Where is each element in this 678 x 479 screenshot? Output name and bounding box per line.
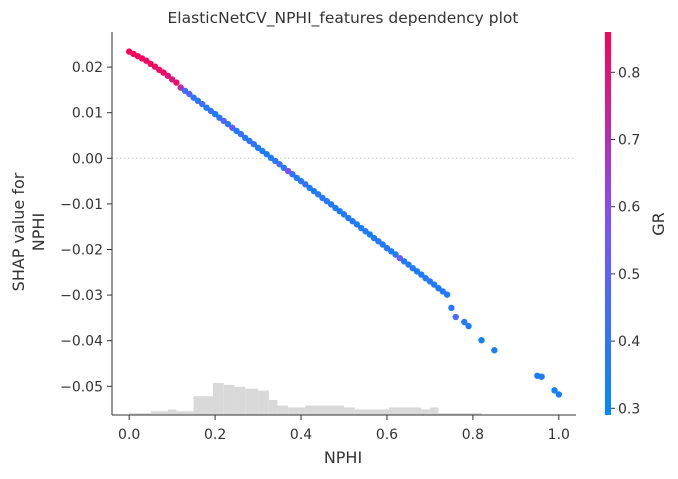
histogram-bar-8 [245, 388, 259, 415]
histogram-bar-10 [268, 399, 278, 415]
histogram-bar-2 [167, 409, 177, 415]
y-tick-label-5: −0.03 [60, 288, 103, 304]
scatter-point-0-56 [366, 231, 373, 238]
colorbar-tick-label-0: 0.3 [618, 401, 640, 417]
histogram-bar-3 [176, 411, 194, 415]
scatter-point-0-65 [405, 261, 412, 268]
histogram-bar-7 [234, 386, 246, 415]
axes: 0.0 0.2 0.4 0.6 0.8 1.0 0.02 0.01 0.00 −0.01 −0.02… [60, 32, 576, 443]
scatter-point-0-29 [250, 140, 257, 148]
histogram-bar-21 [464, 413, 482, 415]
colorbar-tick-label-3: 0.6 [618, 200, 640, 216]
scatter-point-0-53 [353, 221, 361, 228]
x-tick-label-1: 0.2 [204, 427, 226, 443]
x-tick-label-3: 0.6 [376, 427, 398, 443]
histogram-bar-19 [438, 413, 452, 415]
x-tick-label-4: 0.8 [462, 427, 484, 443]
colorbar-tick-label-5: 0.8 [618, 65, 640, 81]
scatter-point-0-83 [551, 387, 558, 394]
y-tick-label-7: −0.05 [60, 379, 103, 395]
scatter-point-0-59 [379, 241, 386, 248]
scatter-point-0-11 [173, 79, 180, 86]
scatter-point-0-50 [340, 211, 348, 218]
histogram-bar-20 [451, 413, 465, 415]
y-tick-label-2: 0.00 [72, 151, 103, 167]
y-tick-label-3: −0.01 [60, 197, 103, 213]
scatter-point-0-62 [392, 251, 399, 258]
y-tick-label-1: 0.01 [72, 106, 103, 122]
x-axis-label: NPHI [324, 448, 362, 467]
y-axis-label-line-1: SHAP value for [9, 172, 28, 291]
scatter-point-0-35 [276, 161, 283, 168]
histogram-bar-9 [258, 390, 269, 415]
colorbar-tick-label-1: 0.4 [618, 334, 640, 350]
histogram-bar-6 [223, 384, 235, 415]
y-axis-label: SHAP value for NPHI [9, 172, 48, 291]
y-tick-label-6: −0.04 [60, 334, 103, 350]
colorbar-gradient [605, 32, 611, 415]
scatter-point-0-82 [538, 373, 545, 380]
scatter-points [125, 48, 563, 398]
x-tick-label-0: 0.0 [118, 427, 140, 443]
colorbar-tick-label-4: 0.7 [618, 133, 640, 149]
y-axis-label-line-2: NPHI [29, 213, 48, 251]
histogram-bar-15 [354, 409, 390, 415]
histogram [129, 383, 482, 415]
colorbar-tick-label-2: 0.5 [618, 267, 640, 283]
scatter-point-0-38 [289, 171, 296, 178]
scatter-point-0-20 [211, 110, 219, 118]
scatter-point-0-71 [431, 281, 438, 288]
scatter-point-0-74 [443, 291, 451, 298]
scatter-point-0-77 [461, 318, 468, 326]
y-tick-label-4: −0.02 [60, 242, 103, 258]
histogram-bar-16 [389, 407, 422, 415]
y-tick-label-0: 0.02 [72, 60, 103, 76]
histogram-bar-14 [344, 407, 355, 415]
histogram-bar-11 [277, 405, 289, 415]
colorbar-ticks: 0.3 0.4 0.5 0.6 0.7 0.8 [611, 65, 640, 417]
scatter-point-0-17 [199, 100, 206, 108]
colorbar-label: GR [649, 212, 668, 236]
scatter-point-0-76 [452, 313, 459, 321]
scatter-point-0-84 [555, 391, 563, 398]
histogram-bar-4 [193, 396, 213, 415]
scatter-point-0-9 [164, 72, 172, 79]
histogram-bar-0 [129, 413, 151, 415]
histogram-bar-13 [305, 405, 344, 415]
histogram-bar-5 [212, 383, 224, 415]
x-tick-label-2: 0.4 [290, 427, 312, 443]
scatter-point-0-44 [315, 191, 322, 198]
scatter-point-0-32 [263, 151, 270, 158]
histogram-bar-18 [429, 407, 439, 415]
chart-title: ElasticNetCV_NPHI_features dependency pl… [168, 9, 519, 28]
scatter-point-0-47 [327, 201, 335, 208]
scatter-point-0-26 [237, 130, 245, 138]
histogram-bar-12 [288, 407, 306, 415]
scatter-point-0-14 [186, 90, 193, 98]
scatter-point-0-79 [478, 337, 485, 344]
histogram-bar-17 [421, 409, 430, 415]
scatter-point-0-80 [491, 347, 498, 354]
scatter-point-0-68 [418, 271, 425, 278]
x-tick-label-5: 1.0 [548, 427, 570, 443]
scatter-point-0-75 [448, 304, 455, 312]
scatter-point-0-41 [302, 181, 309, 188]
histogram-bar-1 [150, 411, 168, 415]
scatter-point-0-78 [465, 322, 472, 330]
scatter-point-0-23 [224, 120, 232, 128]
